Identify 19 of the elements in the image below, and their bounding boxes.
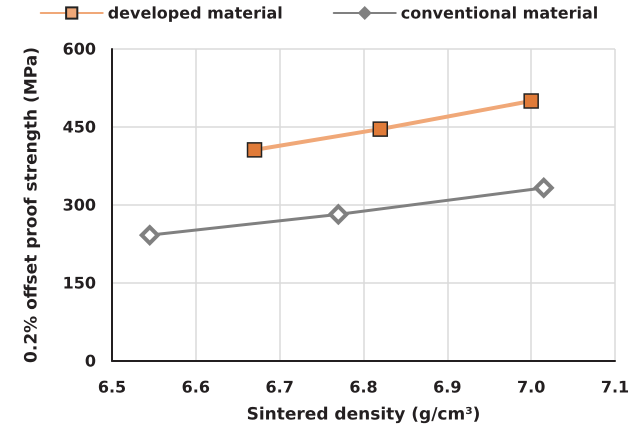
x-tick-label: 7.0 [516, 378, 546, 396]
y-tick-label: 0 [84, 352, 96, 370]
point [140, 225, 160, 246]
x-tick-label: 6.8 [349, 378, 378, 396]
y-tick-label: 600 [62, 40, 96, 58]
x-axis-title: Sintered density (g/cm³) [246, 404, 480, 424]
point [328, 204, 348, 224]
x-tick-label: 6.5 [98, 378, 126, 396]
legend-label: developed material [108, 4, 283, 22]
x-tick-label: 6.7 [265, 378, 294, 396]
y-tick-label: 450 [62, 118, 96, 136]
point [534, 178, 554, 198]
y-axis-title: 0.2% offset proof strength (MPa) [22, 47, 42, 363]
y-tick-label: 300 [62, 196, 96, 214]
y-tick-label: 150 [62, 274, 96, 292]
legend-label: conventional material [400, 4, 598, 22]
x-tick-label: 6.6 [182, 378, 210, 396]
x-tick-label: 6.9 [433, 378, 462, 396]
x-tick-label: 7.1 [600, 378, 630, 396]
